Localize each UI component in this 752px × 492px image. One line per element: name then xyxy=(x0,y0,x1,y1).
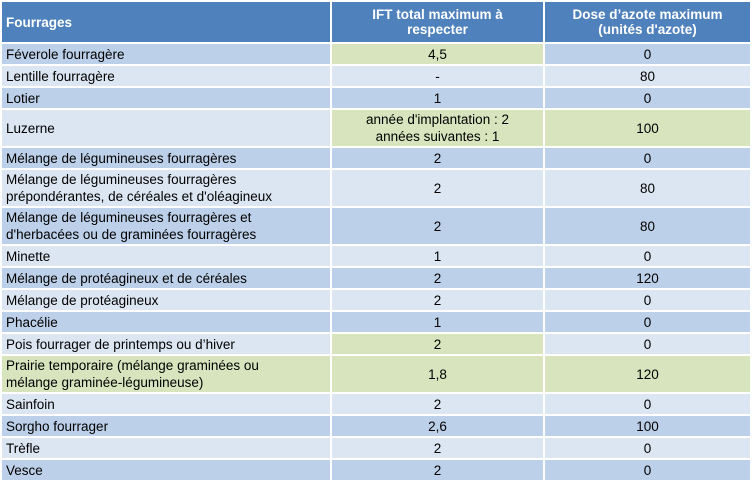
table-row: Luzerne année d'implantation : 2 années … xyxy=(2,110,750,148)
fourrage-name: Féverole fourragère xyxy=(2,44,332,66)
header-azote-line1: Dose d’azote maximum xyxy=(572,7,723,22)
azote-value: 0 xyxy=(545,394,750,416)
table-row: Mélange de légumineuses fourragères 2 0 xyxy=(2,148,750,170)
fourrage-name-line1: Mélange de légumineuses fourragères xyxy=(6,172,237,187)
azote-value: 0 xyxy=(545,148,750,170)
azote-value: 0 xyxy=(545,460,750,482)
ift-value: 1 xyxy=(332,88,545,110)
fourrage-name-line2: d'herbacées ou de graminées fourragères xyxy=(6,227,257,242)
fourrage-name: Lentille fourragère xyxy=(2,66,332,88)
ift-value: année d'implantation : 2 années suivante… xyxy=(332,110,545,148)
azote-value: 0 xyxy=(545,334,750,356)
fourrage-name: Vesce xyxy=(2,460,332,482)
table-header: Fourrages IFT total maximum à respecter … xyxy=(2,2,750,44)
azote-value: 80 xyxy=(545,208,750,246)
azote-value: 0 xyxy=(545,246,750,268)
table-row: Phacélie 1 0 xyxy=(2,312,750,334)
ift-value: 2 xyxy=(332,394,545,416)
fourrage-name: Luzerne xyxy=(2,110,332,148)
fourrage-name: Mélange de légumineuses fourragères et d… xyxy=(2,208,332,246)
table-row: Féverole fourragère 4,5 0 xyxy=(2,44,750,66)
table-row: Pois fourrager de printemps ou d’hiver 2… xyxy=(2,334,750,356)
fourrage-name-line2: prépondérantes, de céréales et d'oléagin… xyxy=(6,189,273,204)
fourrage-name: Mélange de protéagineux xyxy=(2,290,332,312)
ift-value: 2 xyxy=(332,438,545,460)
table-row: Lentille fourragère - 80 xyxy=(2,66,750,88)
table-row: Vesce 2 0 xyxy=(2,460,750,482)
ift-value: 4,5 xyxy=(332,44,545,66)
fourrage-name: Trèfle xyxy=(2,438,332,460)
ift-value: 2,6 xyxy=(332,416,545,438)
table-row: Minette 1 0 xyxy=(2,246,750,268)
table-row: Trèfle 2 0 xyxy=(2,438,750,460)
table-row: Mélange de légumineuses fourragères prép… xyxy=(2,170,750,208)
header-ift-line1: IFT total maximum à xyxy=(372,7,503,22)
azote-value: 120 xyxy=(545,268,750,290)
azote-value: 0 xyxy=(545,88,750,110)
header-azote-line2: (unités d'azote) xyxy=(598,22,697,37)
fourrage-name: Mélange de protéagineux et de céréales xyxy=(2,268,332,290)
fourrage-name: Prairie temporaire (mélange graminées ou… xyxy=(2,356,332,394)
ift-value: 2 xyxy=(332,334,545,356)
ift-value: 2 xyxy=(332,290,545,312)
header-row: Fourrages IFT total maximum à respecter … xyxy=(2,2,750,44)
azote-value: 80 xyxy=(545,66,750,88)
table-row: Sainfoin 2 0 xyxy=(2,394,750,416)
azote-value: 0 xyxy=(545,312,750,334)
table-row: Mélange de protéagineux 2 0 xyxy=(2,290,750,312)
ift-value: 2 xyxy=(332,148,545,170)
table-row: Prairie temporaire (mélange graminées ou… xyxy=(2,356,750,394)
fourrage-name-line1: Mélange de légumineuses fourragères et xyxy=(6,210,252,225)
ift-value-line1: année d'implantation : 2 xyxy=(366,112,509,127)
fourrage-name: Minette xyxy=(2,246,332,268)
ift-value: 2 xyxy=(332,208,545,246)
azote-value: 0 xyxy=(545,44,750,66)
ift-value: 1 xyxy=(332,246,545,268)
fourrage-name-line2: mélange graminée-légumineuse) xyxy=(6,375,204,390)
ift-value: 2 xyxy=(332,170,545,208)
azote-value: 100 xyxy=(545,110,750,148)
azote-value: 100 xyxy=(545,416,750,438)
fourrage-name: Phacélie xyxy=(2,312,332,334)
ift-value-line2: années suivantes : 1 xyxy=(375,129,500,144)
ift-value: 2 xyxy=(332,268,545,290)
header-ift-line2: respecter xyxy=(407,22,468,37)
table-body: Féverole fourragère 4,5 0 Lentille fourr… xyxy=(2,44,750,482)
fodder-table: Fourrages IFT total maximum à respecter … xyxy=(2,2,750,482)
header-ift: IFT total maximum à respecter xyxy=(332,2,545,44)
header-fourrages: Fourrages xyxy=(2,2,332,44)
ift-value: 1 xyxy=(332,312,545,334)
table-row: Mélange de légumineuses fourragères et d… xyxy=(2,208,750,246)
fourrage-name-line1: Prairie temporaire (mélange graminées ou xyxy=(6,358,259,373)
table-row: Mélange de protéagineux et de céréales 2… xyxy=(2,268,750,290)
fourrage-name: Pois fourrager de printemps ou d’hiver xyxy=(2,334,332,356)
ift-value: 2 xyxy=(332,460,545,482)
ift-value: 1,8 xyxy=(332,356,545,394)
fourrage-name: Sainfoin xyxy=(2,394,332,416)
fourrage-name: Mélange de légumineuses fourragères xyxy=(2,148,332,170)
table-row: Sorgho fourrager 2,6 100 xyxy=(2,416,750,438)
azote-value: 120 xyxy=(545,356,750,394)
table-row: Lotier 1 0 xyxy=(2,88,750,110)
azote-value: 0 xyxy=(545,290,750,312)
azote-value: 80 xyxy=(545,170,750,208)
fourrage-name: Mélange de légumineuses fourragères prép… xyxy=(2,170,332,208)
fourrage-name: Lotier xyxy=(2,88,332,110)
header-azote: Dose d’azote maximum (unités d'azote) xyxy=(545,2,750,44)
fourrage-name: Sorgho fourrager xyxy=(2,416,332,438)
ift-value: - xyxy=(332,66,545,88)
azote-value: 0 xyxy=(545,438,750,460)
